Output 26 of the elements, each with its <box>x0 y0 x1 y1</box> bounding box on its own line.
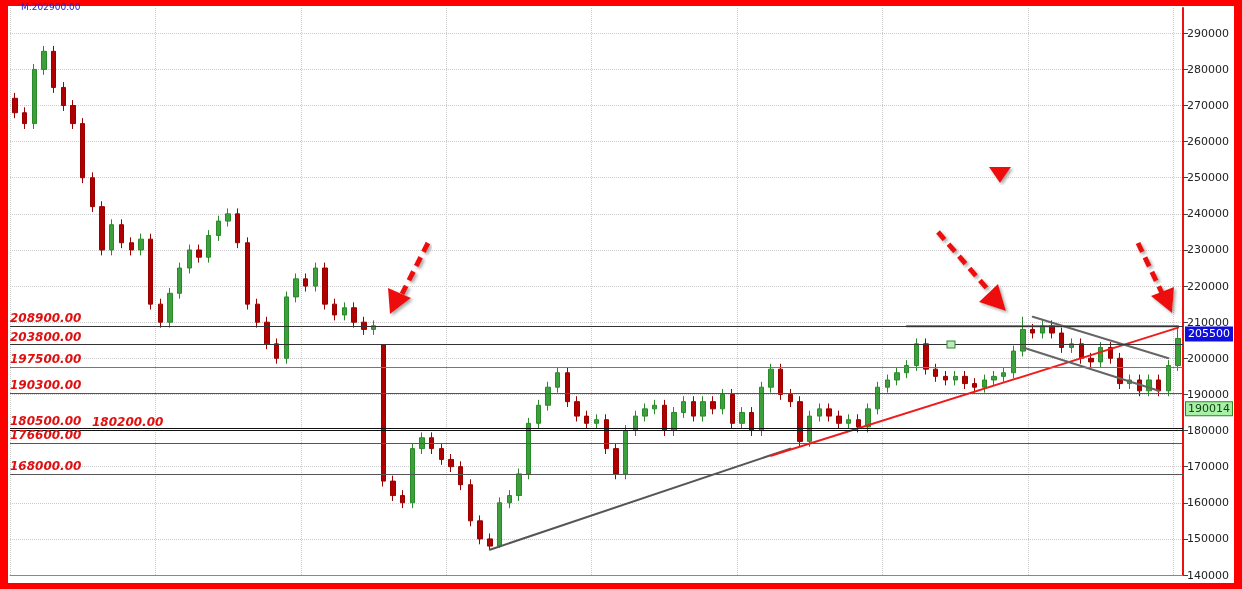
y-tick-label: 230000 <box>1187 243 1229 257</box>
ref-line-label: 176600.00 <box>10 427 82 442</box>
ref-line-label: 168000.00 <box>10 458 82 473</box>
y-tick-label: 290000 <box>1187 26 1229 40</box>
y-tick-label: 270000 <box>1187 99 1229 113</box>
y-tick-label: 150000 <box>1187 532 1229 546</box>
y-tick-label: 260000 <box>1187 135 1229 149</box>
y-tick-label: 240000 <box>1187 207 1229 221</box>
y-tick-label: 220000 <box>1187 279 1229 293</box>
y-tick-label: 210000 <box>1187 315 1229 329</box>
y-tick-label: 200000 <box>1187 351 1229 365</box>
text: 190014 <box>1188 402 1230 416</box>
y-tick-label: 170000 <box>1187 460 1229 474</box>
y-tick-label: 280000 <box>1187 62 1229 76</box>
y-tick-label: 160000 <box>1187 496 1229 510</box>
ref-line-label: 190300.00 <box>10 378 82 393</box>
y-tick-label: 190000 <box>1187 387 1229 401</box>
y-tick-label: 140000 <box>1187 568 1229 582</box>
ref-line-label: 208900.00 <box>10 311 82 326</box>
ref-line-label: 197500.00 <box>10 352 82 367</box>
text: 205500 <box>1188 327 1230 341</box>
ref-line-label: 203800.00 <box>10 329 82 344</box>
y-tick-label: 180000 <box>1187 424 1229 438</box>
ref-line-label: 180200.00 <box>92 414 164 429</box>
ref-line-label: 180500.00 <box>10 413 82 428</box>
y-tick-label: 250000 <box>1187 171 1229 185</box>
